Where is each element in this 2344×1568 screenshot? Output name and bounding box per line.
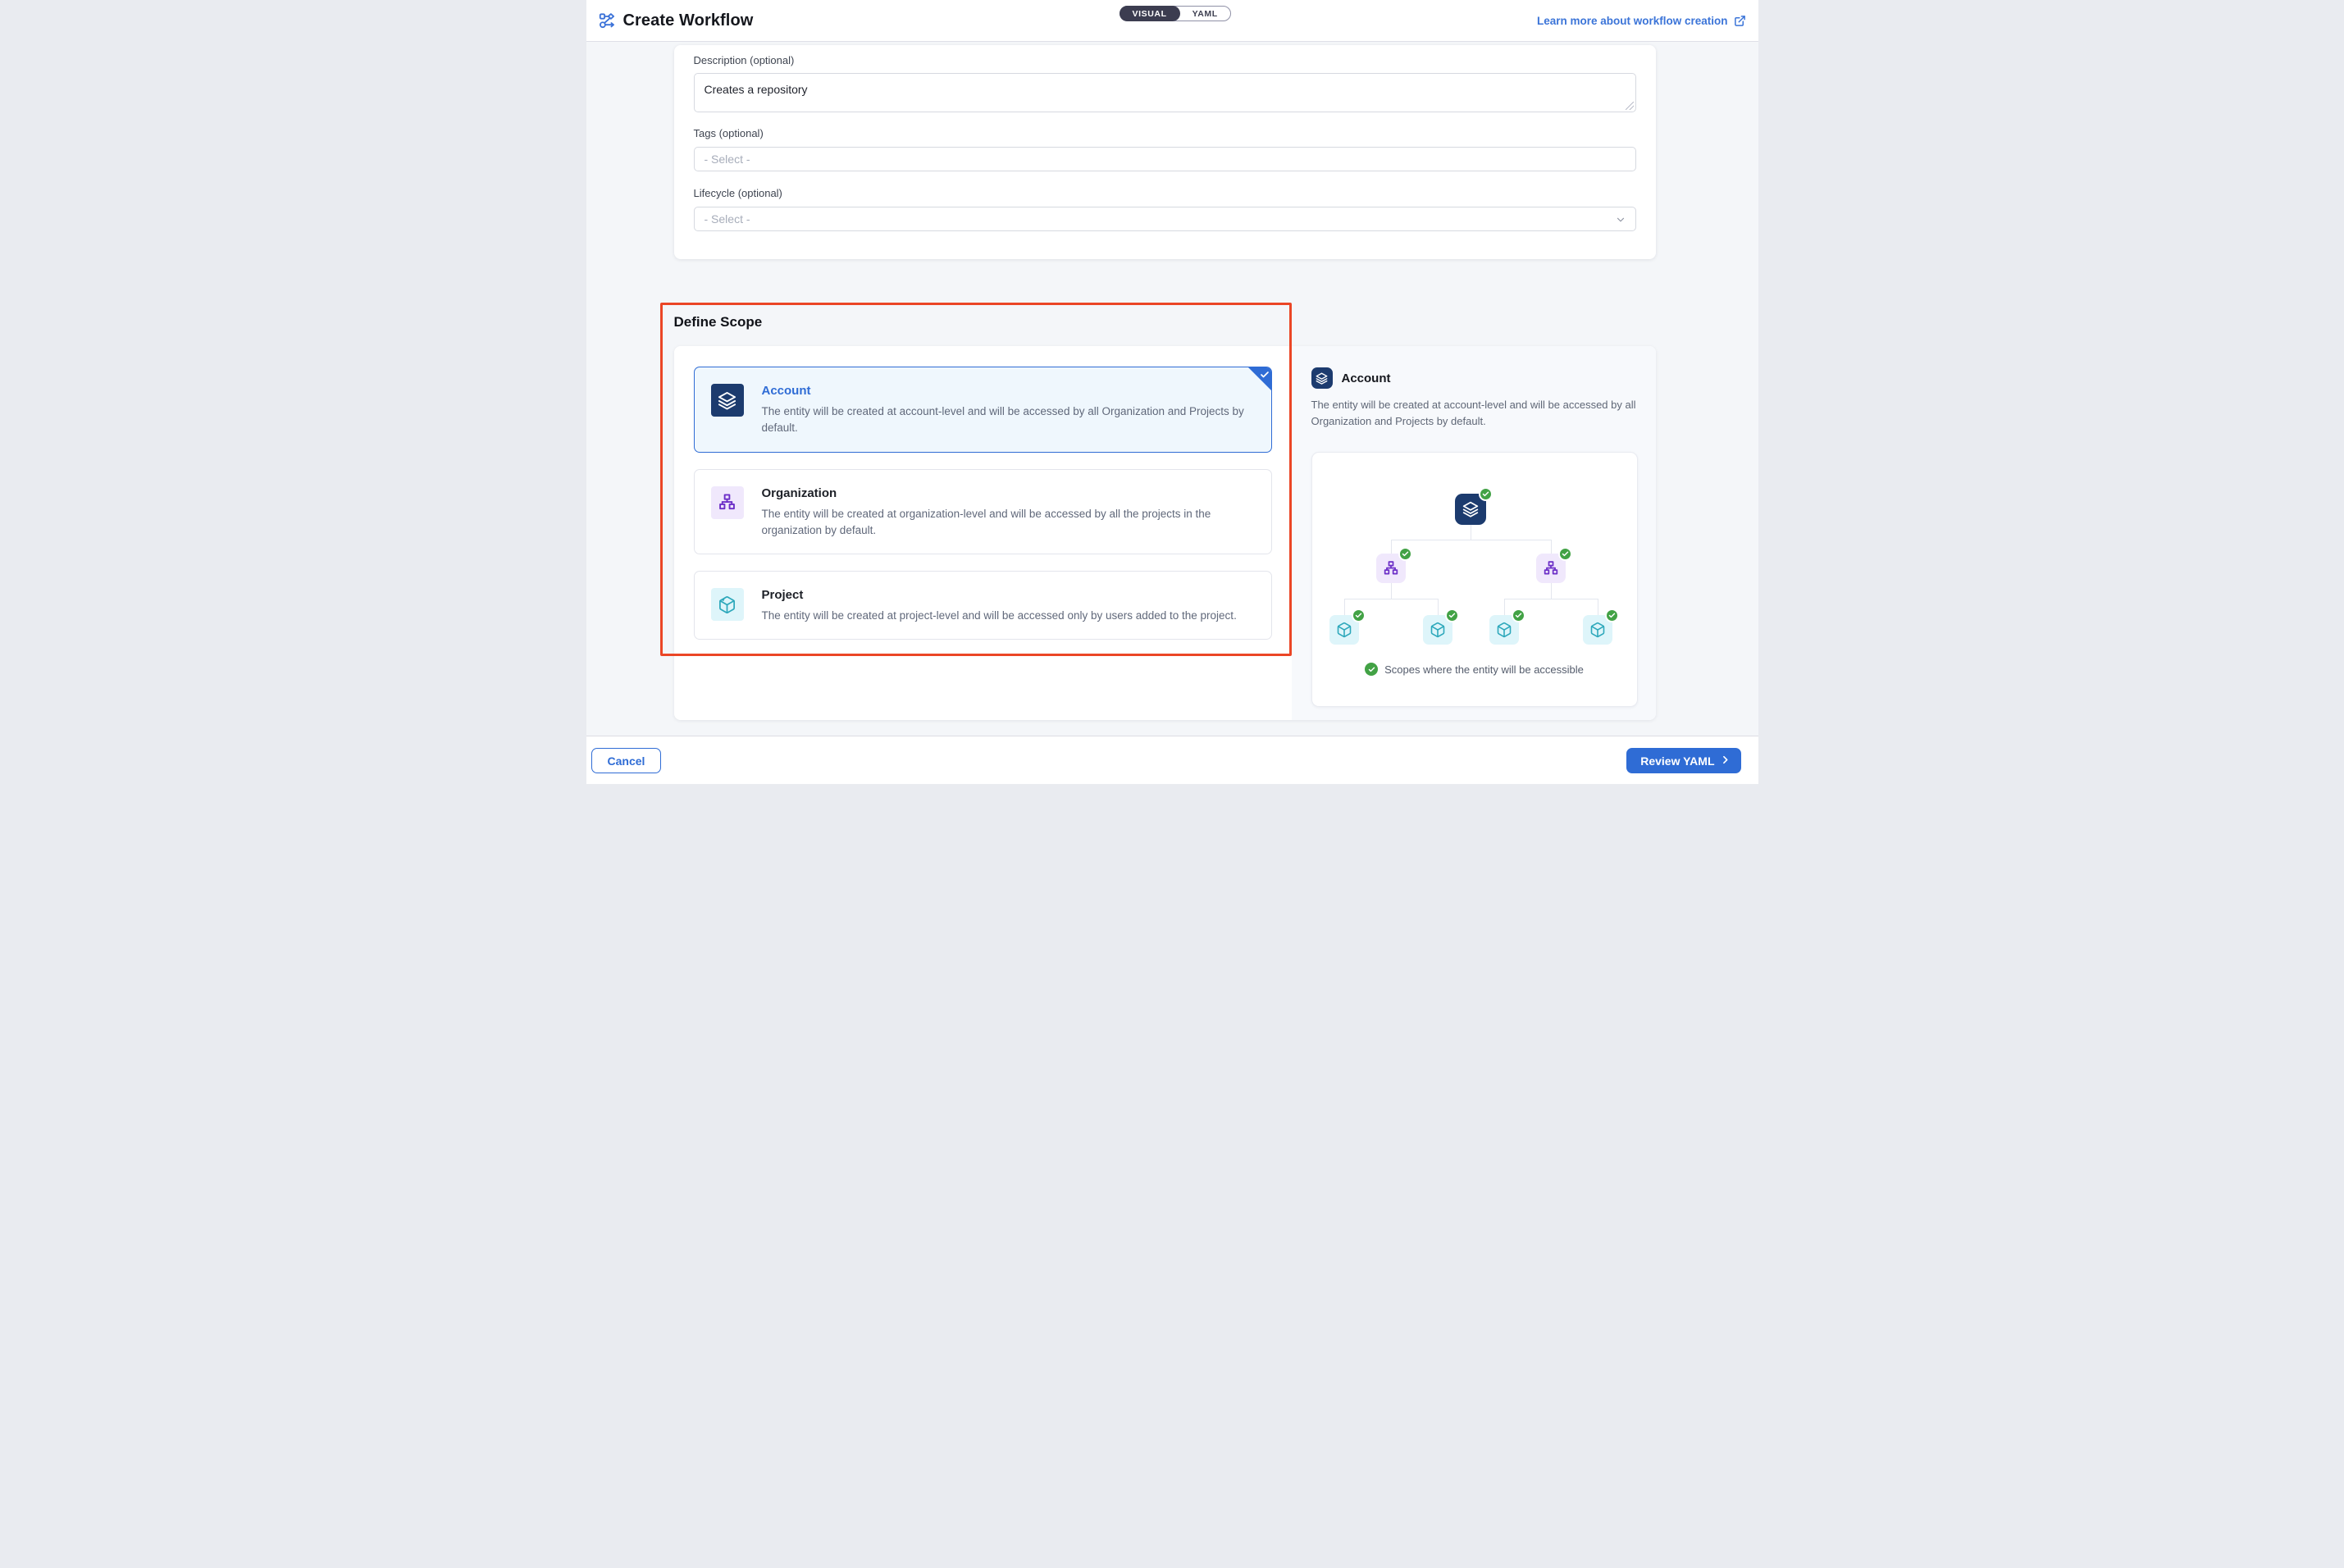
- connector-line: [1390, 583, 1392, 599]
- define-scope-heading: Define Scope: [673, 314, 763, 330]
- scope-option-description: The entity will be created at organizati…: [761, 507, 1211, 536]
- description-field-wrap: Creates a repository: [693, 73, 1636, 112]
- selected-check-corner-icon: [1247, 367, 1271, 390]
- green-check-icon: [1444, 609, 1459, 623]
- scope-detail-title: Account: [1341, 371, 1391, 385]
- project-cube-icon: [710, 588, 744, 621]
- lifecycle-select[interactable]: - Select -: [693, 207, 1636, 231]
- organization-tree-icon: [710, 485, 744, 519]
- diagram-project-node: [1329, 609, 1366, 645]
- diagram-organization-node: [1375, 547, 1412, 584]
- workflow-icon: [599, 12, 616, 30]
- green-check-icon: [1604, 609, 1619, 623]
- page-title: Create Workflow: [622, 11, 754, 30]
- scope-option-organization[interactable]: Organization The entity will be created …: [693, 468, 1272, 554]
- connector-line: [1503, 599, 1505, 616]
- scope-option-title: Organization: [761, 485, 837, 500]
- scope-detail-description: The entity will be created at account-le…: [1311, 399, 1636, 428]
- connector-line: [1343, 599, 1345, 616]
- green-check-icon: [1351, 609, 1366, 623]
- scope-option-project[interactable]: Project The entity will be created at pr…: [693, 571, 1272, 640]
- review-yaml-button[interactable]: Review YAML: [1626, 748, 1741, 773]
- external-link-icon: [1734, 15, 1746, 27]
- green-check-icon: [1365, 663, 1379, 677]
- header-bar: Create Workflow VISUAL YAML Learn more a…: [586, 0, 1758, 42]
- scope-option-description: The entity will be created at account-le…: [761, 405, 1244, 435]
- account-layers-icon: [1311, 367, 1333, 389]
- learn-more-label: Learn more about workflow creation: [1536, 15, 1728, 27]
- diagram-project-node: [1582, 609, 1619, 645]
- workflow-details-card: Description (optional) Creates a reposit…: [673, 45, 1656, 259]
- connector-line: [1390, 540, 1392, 554]
- create-workflow-page: Create Workflow VISUAL YAML Learn more a…: [586, 0, 1758, 784]
- chevron-right-icon: [1720, 754, 1731, 768]
- footer-bar: Cancel Review YAML: [586, 736, 1758, 784]
- tags-label: Tags (optional): [693, 127, 764, 139]
- green-check-icon: [1398, 547, 1412, 562]
- tags-select[interactable]: - Select -: [693, 147, 1636, 171]
- scope-options-column: Account The entity will be created at ac…: [673, 346, 1292, 720]
- account-layers-icon: [710, 384, 744, 417]
- scope-option-description: The entity will be created at project-le…: [761, 609, 1237, 622]
- tags-placeholder: - Select -: [704, 153, 750, 166]
- header-title-group: Create Workflow: [599, 0, 754, 42]
- description-input[interactable]: Creates a repository: [693, 73, 1636, 112]
- define-scope-panel: Account The entity will be created at ac…: [673, 346, 1656, 720]
- lifecycle-placeholder: - Select -: [704, 212, 750, 226]
- scope-option-title: Account: [761, 384, 811, 398]
- green-check-icon: [1478, 487, 1493, 502]
- scope-detail-panel: Account The entity will be created at ac…: [1291, 346, 1656, 720]
- connector-line: [1550, 583, 1552, 599]
- diagram-project-node: [1422, 609, 1459, 645]
- learn-more-link[interactable]: Learn more about workflow creation: [1537, 0, 1746, 42]
- diagram-organization-node: [1535, 547, 1572, 584]
- scope-option-title: Project: [761, 588, 804, 602]
- scope-option-account[interactable]: Account The entity will be created at ac…: [693, 367, 1272, 453]
- connector-line: [1550, 540, 1552, 554]
- textarea-resize-handle[interactable]: [1625, 102, 1634, 110]
- scope-detail-header: Account: [1311, 367, 1638, 389]
- diagram-caption: Scopes where the entity will be accessib…: [1312, 663, 1637, 677]
- review-yaml-label: Review YAML: [1640, 754, 1715, 768]
- green-check-icon: [1557, 547, 1572, 562]
- cancel-button[interactable]: Cancel: [591, 748, 662, 773]
- description-label: Description (optional): [693, 54, 795, 66]
- scope-hierarchy-diagram: Scopes where the entity will be accessib…: [1311, 452, 1638, 708]
- chevron-down-icon: [1615, 214, 1626, 228]
- green-check-icon: [1511, 609, 1525, 623]
- lifecycle-label: Lifecycle (optional): [693, 187, 782, 199]
- diagram-account-node: [1454, 487, 1493, 526]
- toggle-yaml[interactable]: YAML: [1192, 8, 1218, 19]
- toggle-visual[interactable]: VISUAL: [1119, 6, 1180, 21]
- visual-yaml-toggle: VISUAL YAML: [1119, 6, 1231, 21]
- connector-line: [1437, 599, 1439, 616]
- diagram-project-node: [1489, 609, 1525, 645]
- diagram-caption-text: Scopes where the entity will be accessib…: [1384, 663, 1584, 676]
